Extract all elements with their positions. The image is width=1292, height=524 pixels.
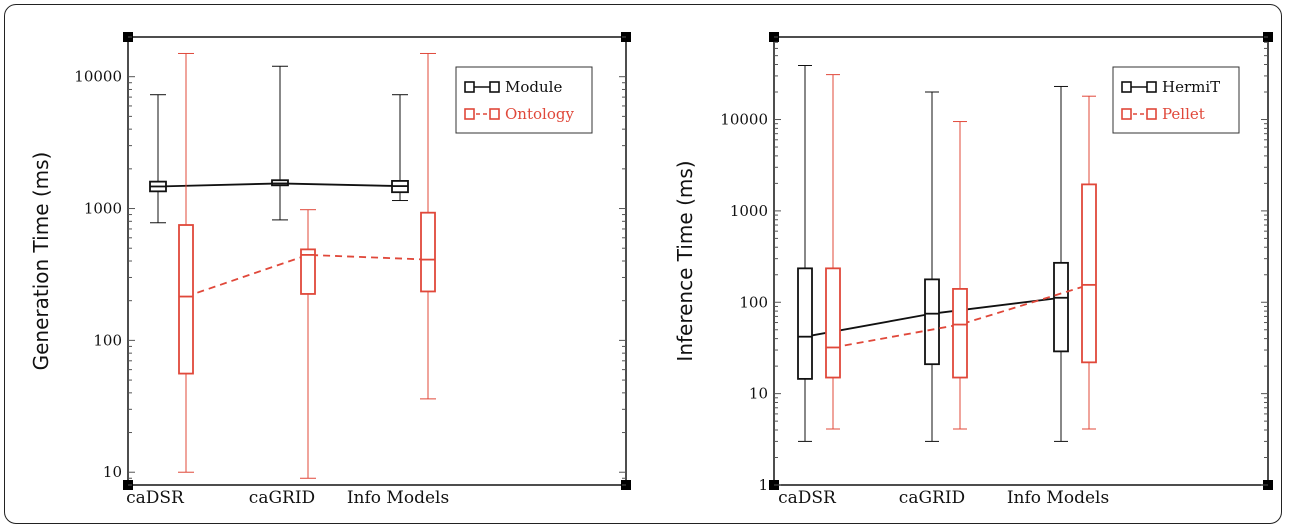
gen-median-line-1 <box>185 253 429 298</box>
inf-y-tick-label: 1 <box>758 476 768 494</box>
gen-legend-box <box>455 66 593 134</box>
gen-legend-swatch <box>489 108 500 120</box>
gen-box <box>420 211 436 293</box>
gen-legend-label: Ontology <box>505 105 574 123</box>
inf-legend-swatch <box>1121 81 1132 93</box>
inf-box <box>797 267 813 380</box>
inf-legend-swatch <box>1121 108 1132 120</box>
inf-chart: 1 10 100 1000 10000 Inference Time (ms) caDSR c… <box>673 32 1273 508</box>
box-plot-figure: 10 100 1000 10000 Generation Time (ms) caDSR c… <box>29 32 1273 508</box>
gen-category-label: caDSR <box>126 488 185 508</box>
inf-legend-box <box>1112 66 1240 134</box>
gen-box <box>300 248 316 295</box>
inf-median-line-1 <box>832 284 1090 349</box>
gen-category-label: caGRID <box>249 488 315 508</box>
gen-box <box>178 224 194 375</box>
inf-legend-label: HermiT <box>1162 78 1220 96</box>
inf-box <box>825 267 841 379</box>
inf-category-label: caGRID <box>899 488 965 508</box>
inf-category-label: Info Models <box>1007 488 1109 508</box>
inf-box <box>1081 183 1097 364</box>
gen-y-axis-title: Generation Time (ms) <box>29 152 53 371</box>
gen-legend-label: Module <box>505 78 562 96</box>
inf-category-label: caDSR <box>778 488 837 508</box>
inf-y-tick-label: 100 <box>739 293 768 311</box>
gen-legend-swatch <box>464 81 475 93</box>
gen-y-tick-label: 10000 <box>74 68 122 86</box>
inf-box <box>1053 261 1069 353</box>
inf-legend-label: Pellet <box>1162 105 1205 123</box>
inf-y-tick-label: 10 <box>749 385 768 403</box>
gen-y-tick-label: 1000 <box>84 200 122 218</box>
inf-box <box>924 278 940 366</box>
gen-legend-swatch <box>464 108 475 120</box>
inf-legend-swatch <box>1146 108 1157 120</box>
inf-y-axis-title: Inference Time (ms) <box>673 160 697 361</box>
gen-chart: 10 100 1000 10000 Generation Time (ms) caDSR c… <box>29 32 631 508</box>
inf-box <box>952 288 968 379</box>
gen-y-tick-label: 10 <box>103 463 122 481</box>
inf-plot-frame <box>773 36 1269 486</box>
inf-y-tick-label: 1000 <box>730 202 768 220</box>
gen-legend-swatch <box>489 81 500 93</box>
gen-y-tick-label: 100 <box>93 331 122 349</box>
gen-category-label: Info Models <box>347 488 449 508</box>
inf-legend-swatch <box>1146 81 1157 93</box>
inf-y-tick-label: 10000 <box>720 111 768 129</box>
